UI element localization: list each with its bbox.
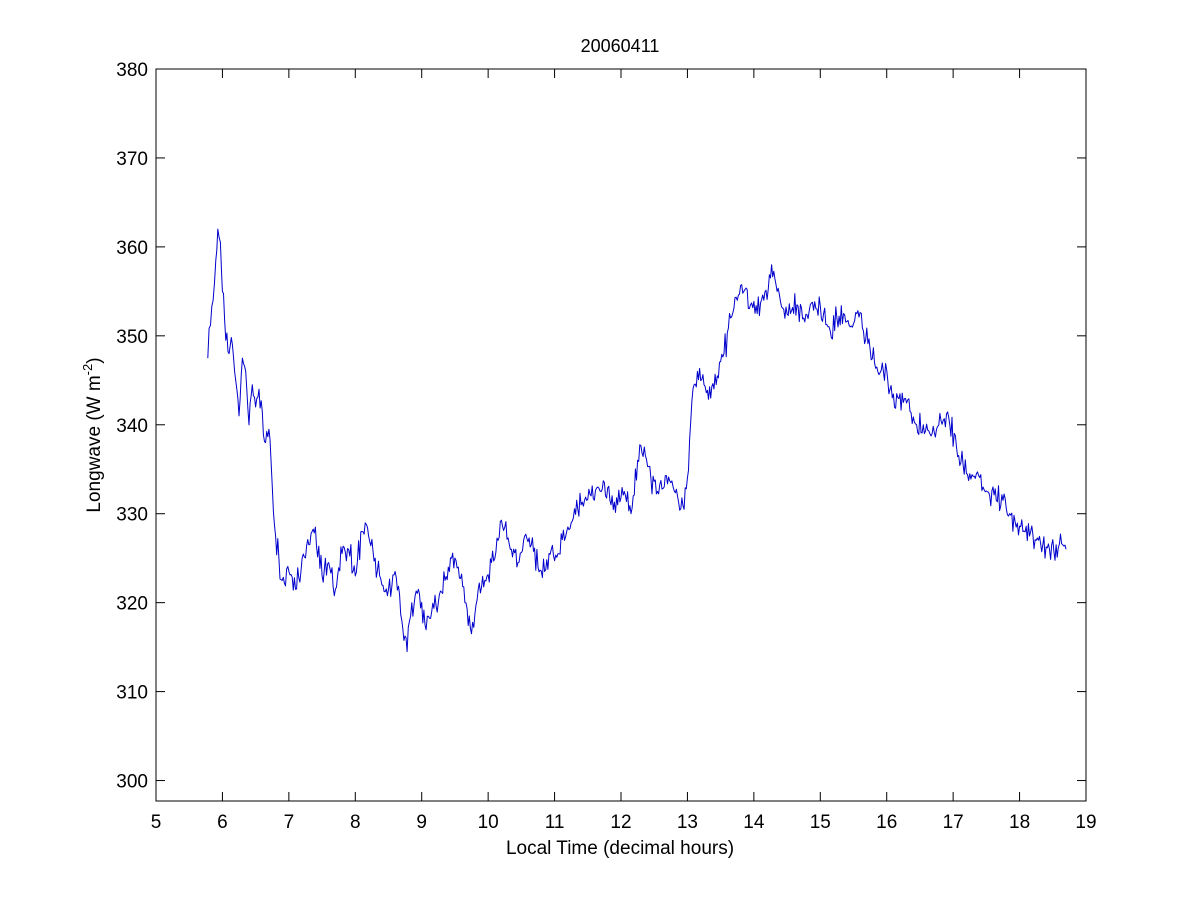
y-axis-label-main: Longwave (W m	[84, 375, 105, 512]
y-axis-label: Longwave (W m-2)	[80, 357, 105, 512]
x-tick-label: 18	[1009, 812, 1030, 833]
x-tick-label: 15	[810, 812, 831, 833]
x-tick-label: 8	[350, 812, 361, 833]
x-tick-label: 12	[610, 812, 631, 833]
x-tick-label: 6	[217, 812, 228, 833]
longwave-series-line	[207, 228, 1067, 653]
x-tick-label: 19	[1075, 812, 1096, 833]
y-tick-label: 310	[116, 683, 148, 704]
y-axis-tick-labels: 300 310 320 330 340 350 360 370 380	[116, 60, 148, 793]
x-tick-label: 5	[151, 812, 162, 833]
y-tick-label: 300	[116, 772, 148, 793]
x-tick-label: 7	[284, 812, 295, 833]
y-axis-ticks	[156, 68, 1086, 782]
y-tick-label: 340	[116, 416, 148, 437]
x-tick-label: 17	[943, 812, 964, 833]
y-tick-label: 360	[116, 238, 148, 259]
chart-title: 20060411	[581, 36, 660, 56]
y-axis-label-close: )	[84, 357, 105, 363]
x-tick-label: 16	[876, 812, 897, 833]
x-tick-label: 9	[416, 812, 427, 833]
x-axis-tick-labels: 5 6 7 8 9 10 11 12 13 14 15 16 17 18 19	[151, 812, 1097, 833]
y-tick-label: 330	[116, 505, 148, 526]
x-tick-label: 14	[743, 812, 765, 833]
x-tick-label: 13	[677, 812, 698, 833]
y-tick-label: 380	[116, 60, 148, 81]
y-axis-label-superscript: -2	[80, 364, 95, 376]
x-axis-ticks	[155, 69, 1087, 801]
y-tick-label: 350	[116, 327, 148, 348]
x-tick-label: 10	[478, 812, 499, 833]
x-axis-label: Local Time (decimal hours)	[506, 838, 734, 859]
x-tick-label: 11	[545, 812, 565, 833]
y-tick-label: 320	[116, 594, 148, 615]
y-tick-label: 370	[116, 149, 148, 170]
